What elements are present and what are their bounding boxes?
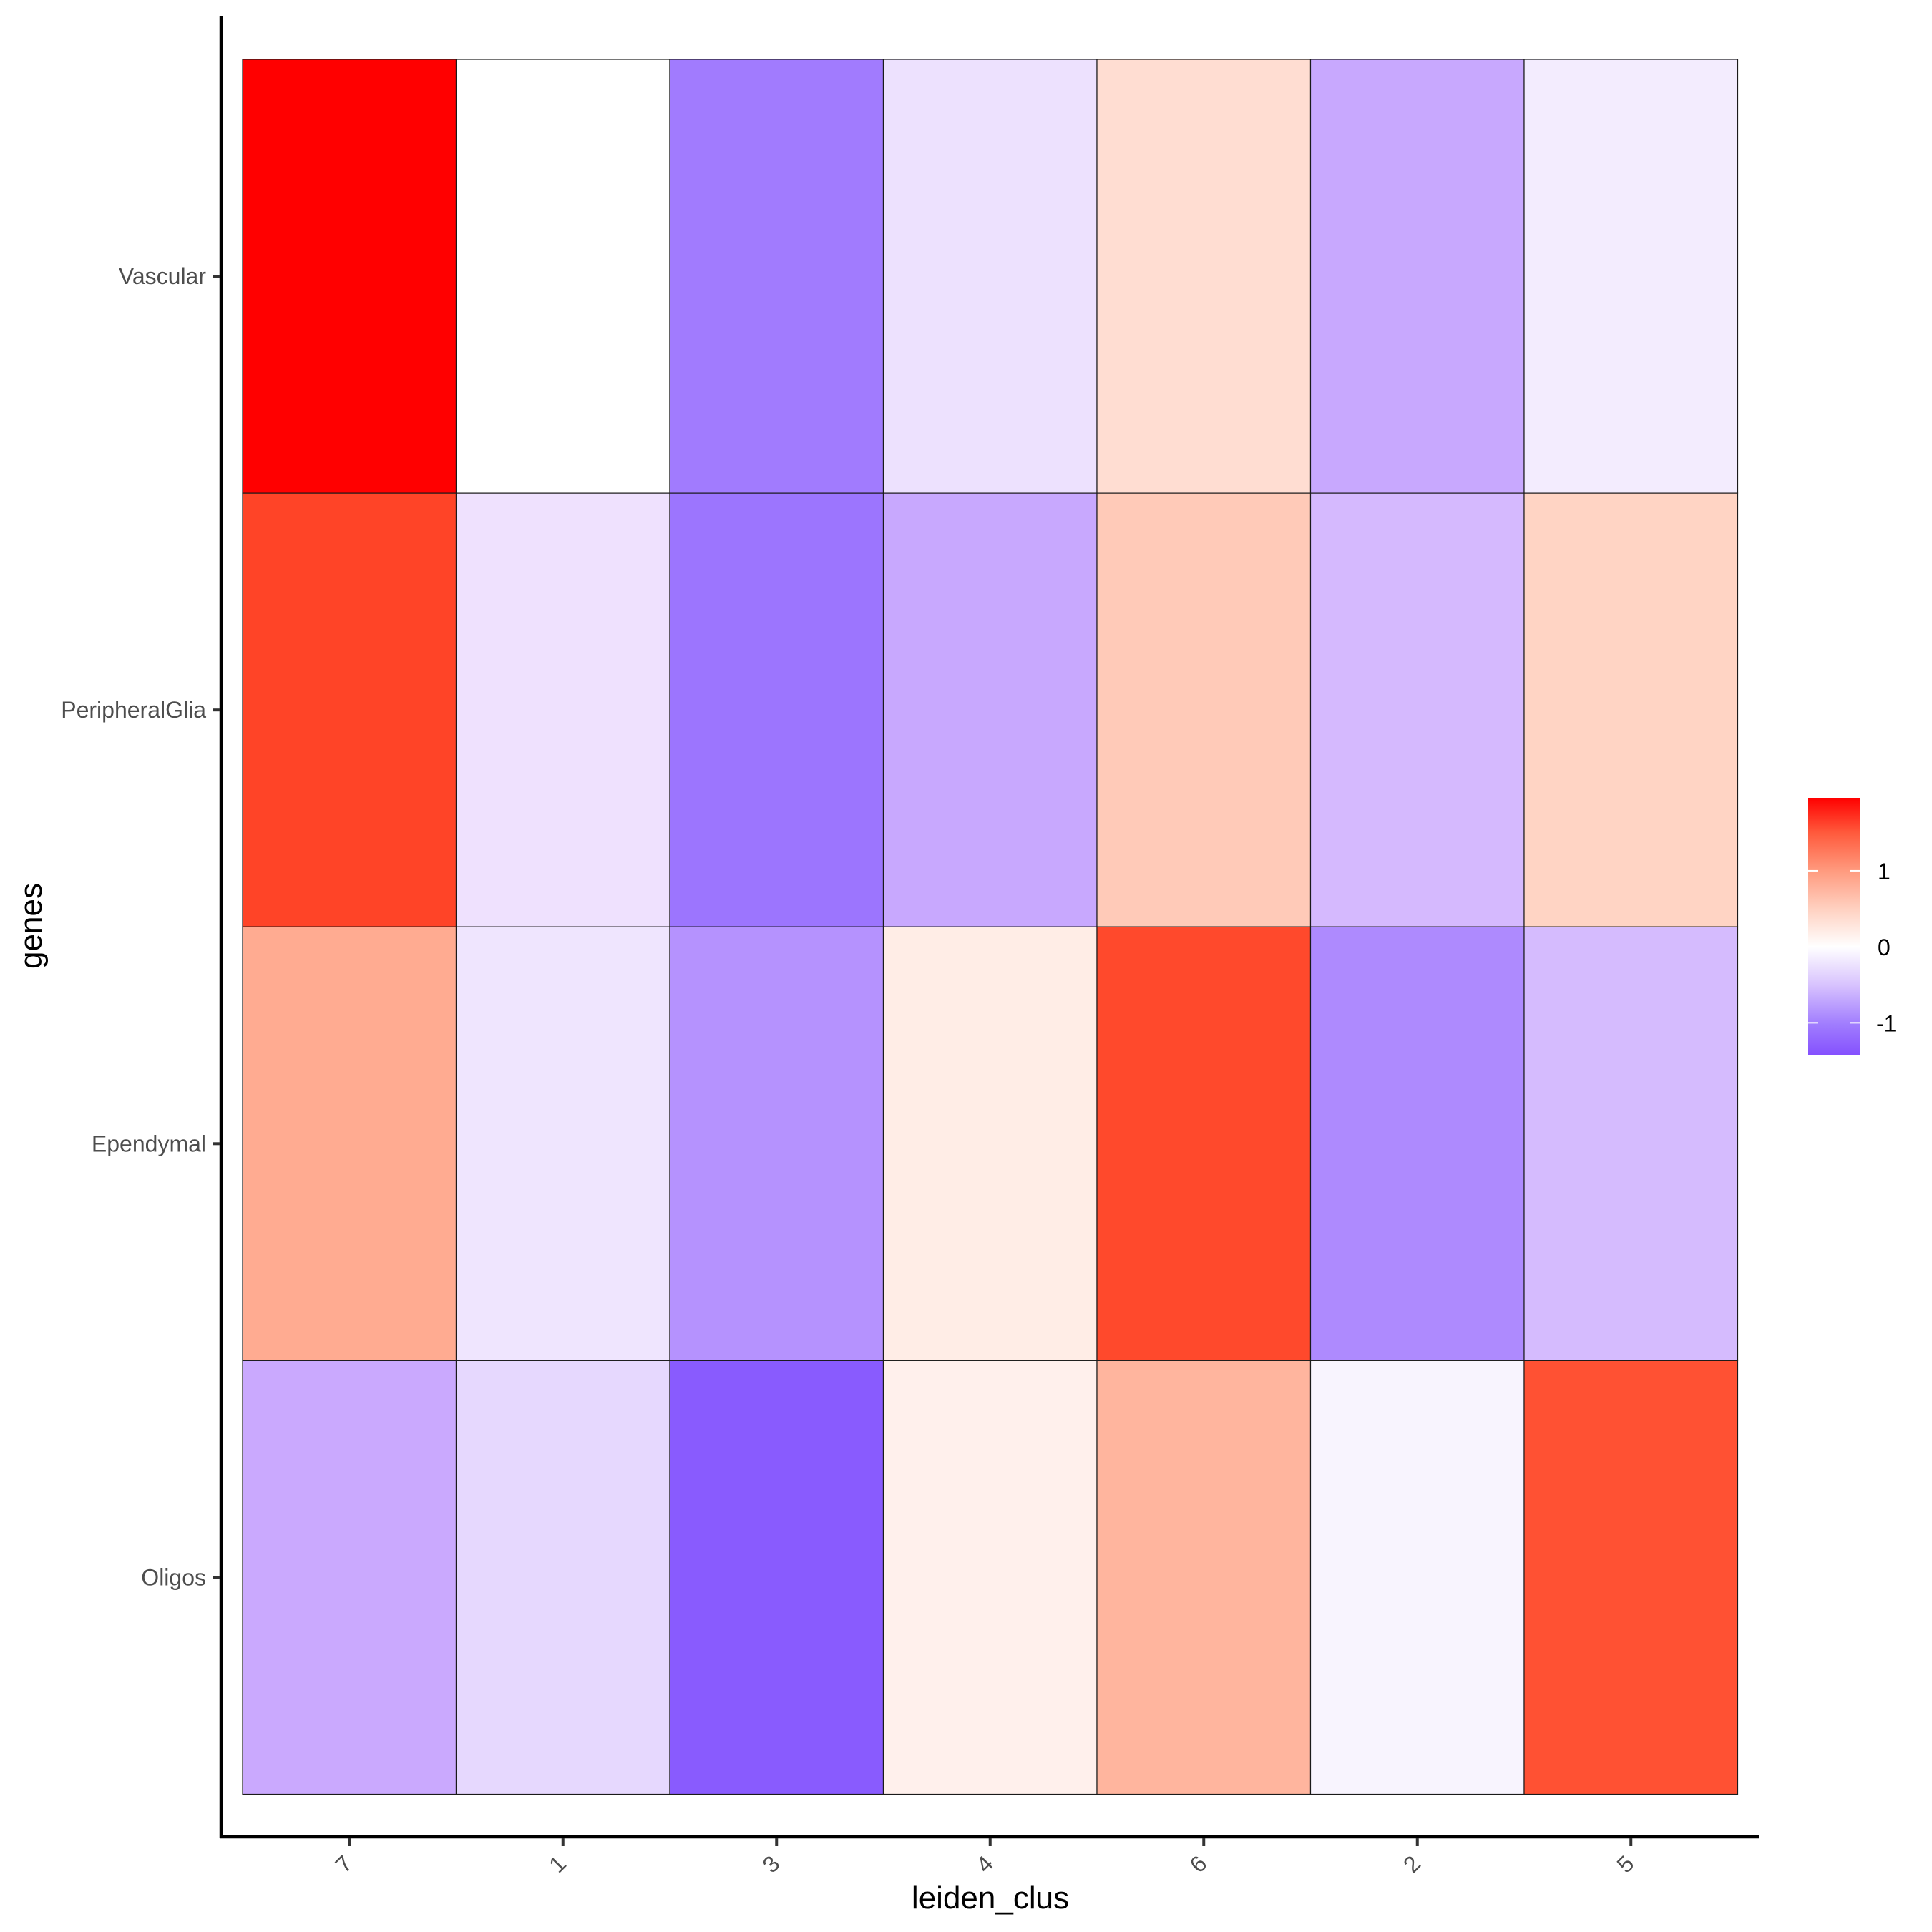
heatmap-cell-Oligos-2 — [1309, 1360, 1525, 1795]
x-axis-title: leiden_clus — [912, 1880, 1069, 1916]
heatmap-cell-PeripheralGlia-1 — [455, 492, 670, 927]
x-tick-label: 4 — [971, 1850, 998, 1878]
heatmap-cell-PeripheralGlia-7 — [242, 492, 457, 927]
heatmap-cell-Vascular-6 — [1096, 59, 1312, 494]
heatmap-cell-Ependymal-1 — [455, 926, 670, 1361]
heatmap-cell-Oligos-6 — [1096, 1360, 1312, 1795]
heatmap-cell-Oligos-1 — [455, 1360, 670, 1795]
legend-ticks: 1 0 -1 — [1808, 859, 1896, 1036]
x-tick-label: 5 — [1611, 1850, 1639, 1878]
heatmap-cell-Oligos-4 — [882, 1360, 1098, 1795]
x-tick-label: 7 — [330, 1850, 357, 1878]
heatmap-cell-PeripheralGlia-6 — [1096, 492, 1312, 927]
heatmap-cell-Ependymal-3 — [669, 926, 884, 1361]
heatmap-cell-Ependymal-7 — [242, 926, 457, 1361]
heatmap-cell-PeripheralGlia-4 — [882, 492, 1098, 927]
x-axis-ticks: 7 1 3 4 6 2 5 — [330, 1838, 1639, 1878]
x-tick-label: 1 — [544, 1850, 571, 1878]
legend-tick-label: -1 — [1876, 1010, 1896, 1036]
heatmap-cell-Ependymal-4 — [882, 926, 1098, 1361]
heatmap-cell-Vascular-7 — [242, 59, 457, 494]
heatmap-cell-Vascular-2 — [1309, 59, 1525, 494]
heatmap-cell-Vascular-1 — [455, 59, 670, 494]
y-axis-title: genes — [14, 883, 49, 969]
y-axis-ticks: Vascular PeripheralGlia Ependymal Oligos — [61, 263, 220, 1590]
y-tick-label: PeripheralGlia — [61, 697, 206, 723]
heatmap-cell-PeripheralGlia-2 — [1309, 492, 1525, 927]
legend-colorbar — [1808, 798, 1860, 1055]
heatmap-cell-PeripheralGlia-5 — [1523, 492, 1739, 927]
heatmap-cell-Ependymal-5 — [1523, 926, 1739, 1361]
heatmap-cell-Vascular-3 — [669, 59, 884, 494]
y-tick-label: Vascular — [119, 263, 206, 289]
heatmap-cell-Vascular-4 — [882, 59, 1098, 494]
heatmap-cell-Oligos-7 — [242, 1360, 457, 1795]
y-tick-label: Oligos — [141, 1564, 206, 1590]
heatmap-cell-Ependymal-6 — [1096, 926, 1312, 1361]
color-legend: 1 0 -1 — [1808, 798, 1896, 1055]
legend-tick-label: 1 — [1878, 859, 1890, 884]
x-tick-label: 2 — [1398, 1850, 1425, 1878]
heatmap-tiles — [242, 59, 1739, 1795]
heatmap-cell-Oligos-5 — [1523, 1360, 1739, 1795]
heatmap-cell-PeripheralGlia-3 — [669, 492, 884, 927]
legend-tick-label: 0 — [1878, 935, 1890, 960]
heatmap-cell-Oligos-3 — [669, 1360, 884, 1795]
x-tick-label: 6 — [1184, 1850, 1211, 1878]
heatmap-cell-Vascular-5 — [1523, 59, 1739, 494]
heatmap-cell-Ependymal-2 — [1309, 926, 1525, 1361]
x-tick-label: 3 — [757, 1850, 784, 1878]
y-tick-label: Ependymal — [92, 1131, 206, 1156]
